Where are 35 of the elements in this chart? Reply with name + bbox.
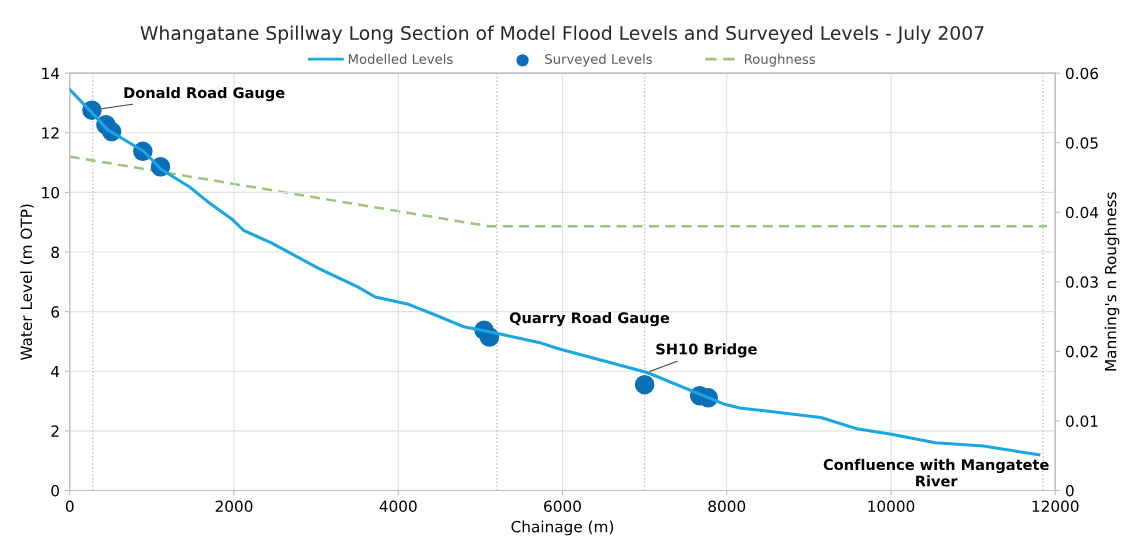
y2-tick-label: 0.01 xyxy=(1065,415,1098,427)
y-tick-label: 10 xyxy=(42,186,60,199)
x-tick-label: 2000 xyxy=(215,500,253,513)
y-tick-label: 2 xyxy=(51,425,59,437)
line-series xyxy=(69,88,1041,457)
point xyxy=(634,374,655,395)
y-tick-label: 14 xyxy=(42,67,60,79)
x-tick-label: 0 xyxy=(65,500,74,513)
legend-label: Surveyed Levels xyxy=(545,53,652,67)
annotation: Donald Road Gauge xyxy=(124,86,285,102)
y-tick-label: 0 xyxy=(51,484,60,497)
x-tick-label: 6000 xyxy=(544,500,581,513)
y-axis-title: Water Level (m OTP) xyxy=(20,204,34,361)
y2-tick-label: 0.04 xyxy=(1065,206,1099,219)
y2-tick-label: 0.05 xyxy=(1065,137,1098,149)
annotation: Confluence with Mangatete River xyxy=(823,458,1049,487)
y2-tick-label: 0.03 xyxy=(1065,276,1098,288)
x-tick-label: 12000 xyxy=(1032,500,1079,513)
y-tick-label: 4 xyxy=(51,365,60,378)
x-tick-label: 8000 xyxy=(708,500,746,513)
x-tick-label: 10000 xyxy=(868,500,915,513)
x-axis-title: Chainage (m) xyxy=(511,520,614,536)
annotation: SH10 Bridge xyxy=(656,343,757,358)
chart-title: Whangatane Spillway Long Section of Model Flood Levels and Surveyed Levels - July 2007 xyxy=(140,25,984,44)
y2-axis-title: Manning's n Roughness xyxy=(1104,192,1120,371)
y-tick-label: 8 xyxy=(51,246,59,259)
legend-label: Modelled Levels xyxy=(348,53,453,65)
y2-tick-label: 0.06 xyxy=(1065,67,1099,80)
annotation: Quarry Road Gauge xyxy=(509,311,670,327)
y2-tick-label: 0 xyxy=(1065,484,1074,497)
y-tick-label: 12 xyxy=(42,127,59,139)
legend-label: Roughness xyxy=(744,53,815,67)
x-tick-label: 4000 xyxy=(379,500,417,513)
y-tick-label: 6 xyxy=(51,306,60,318)
y2-tick-label: 0.02 xyxy=(1065,345,1098,358)
